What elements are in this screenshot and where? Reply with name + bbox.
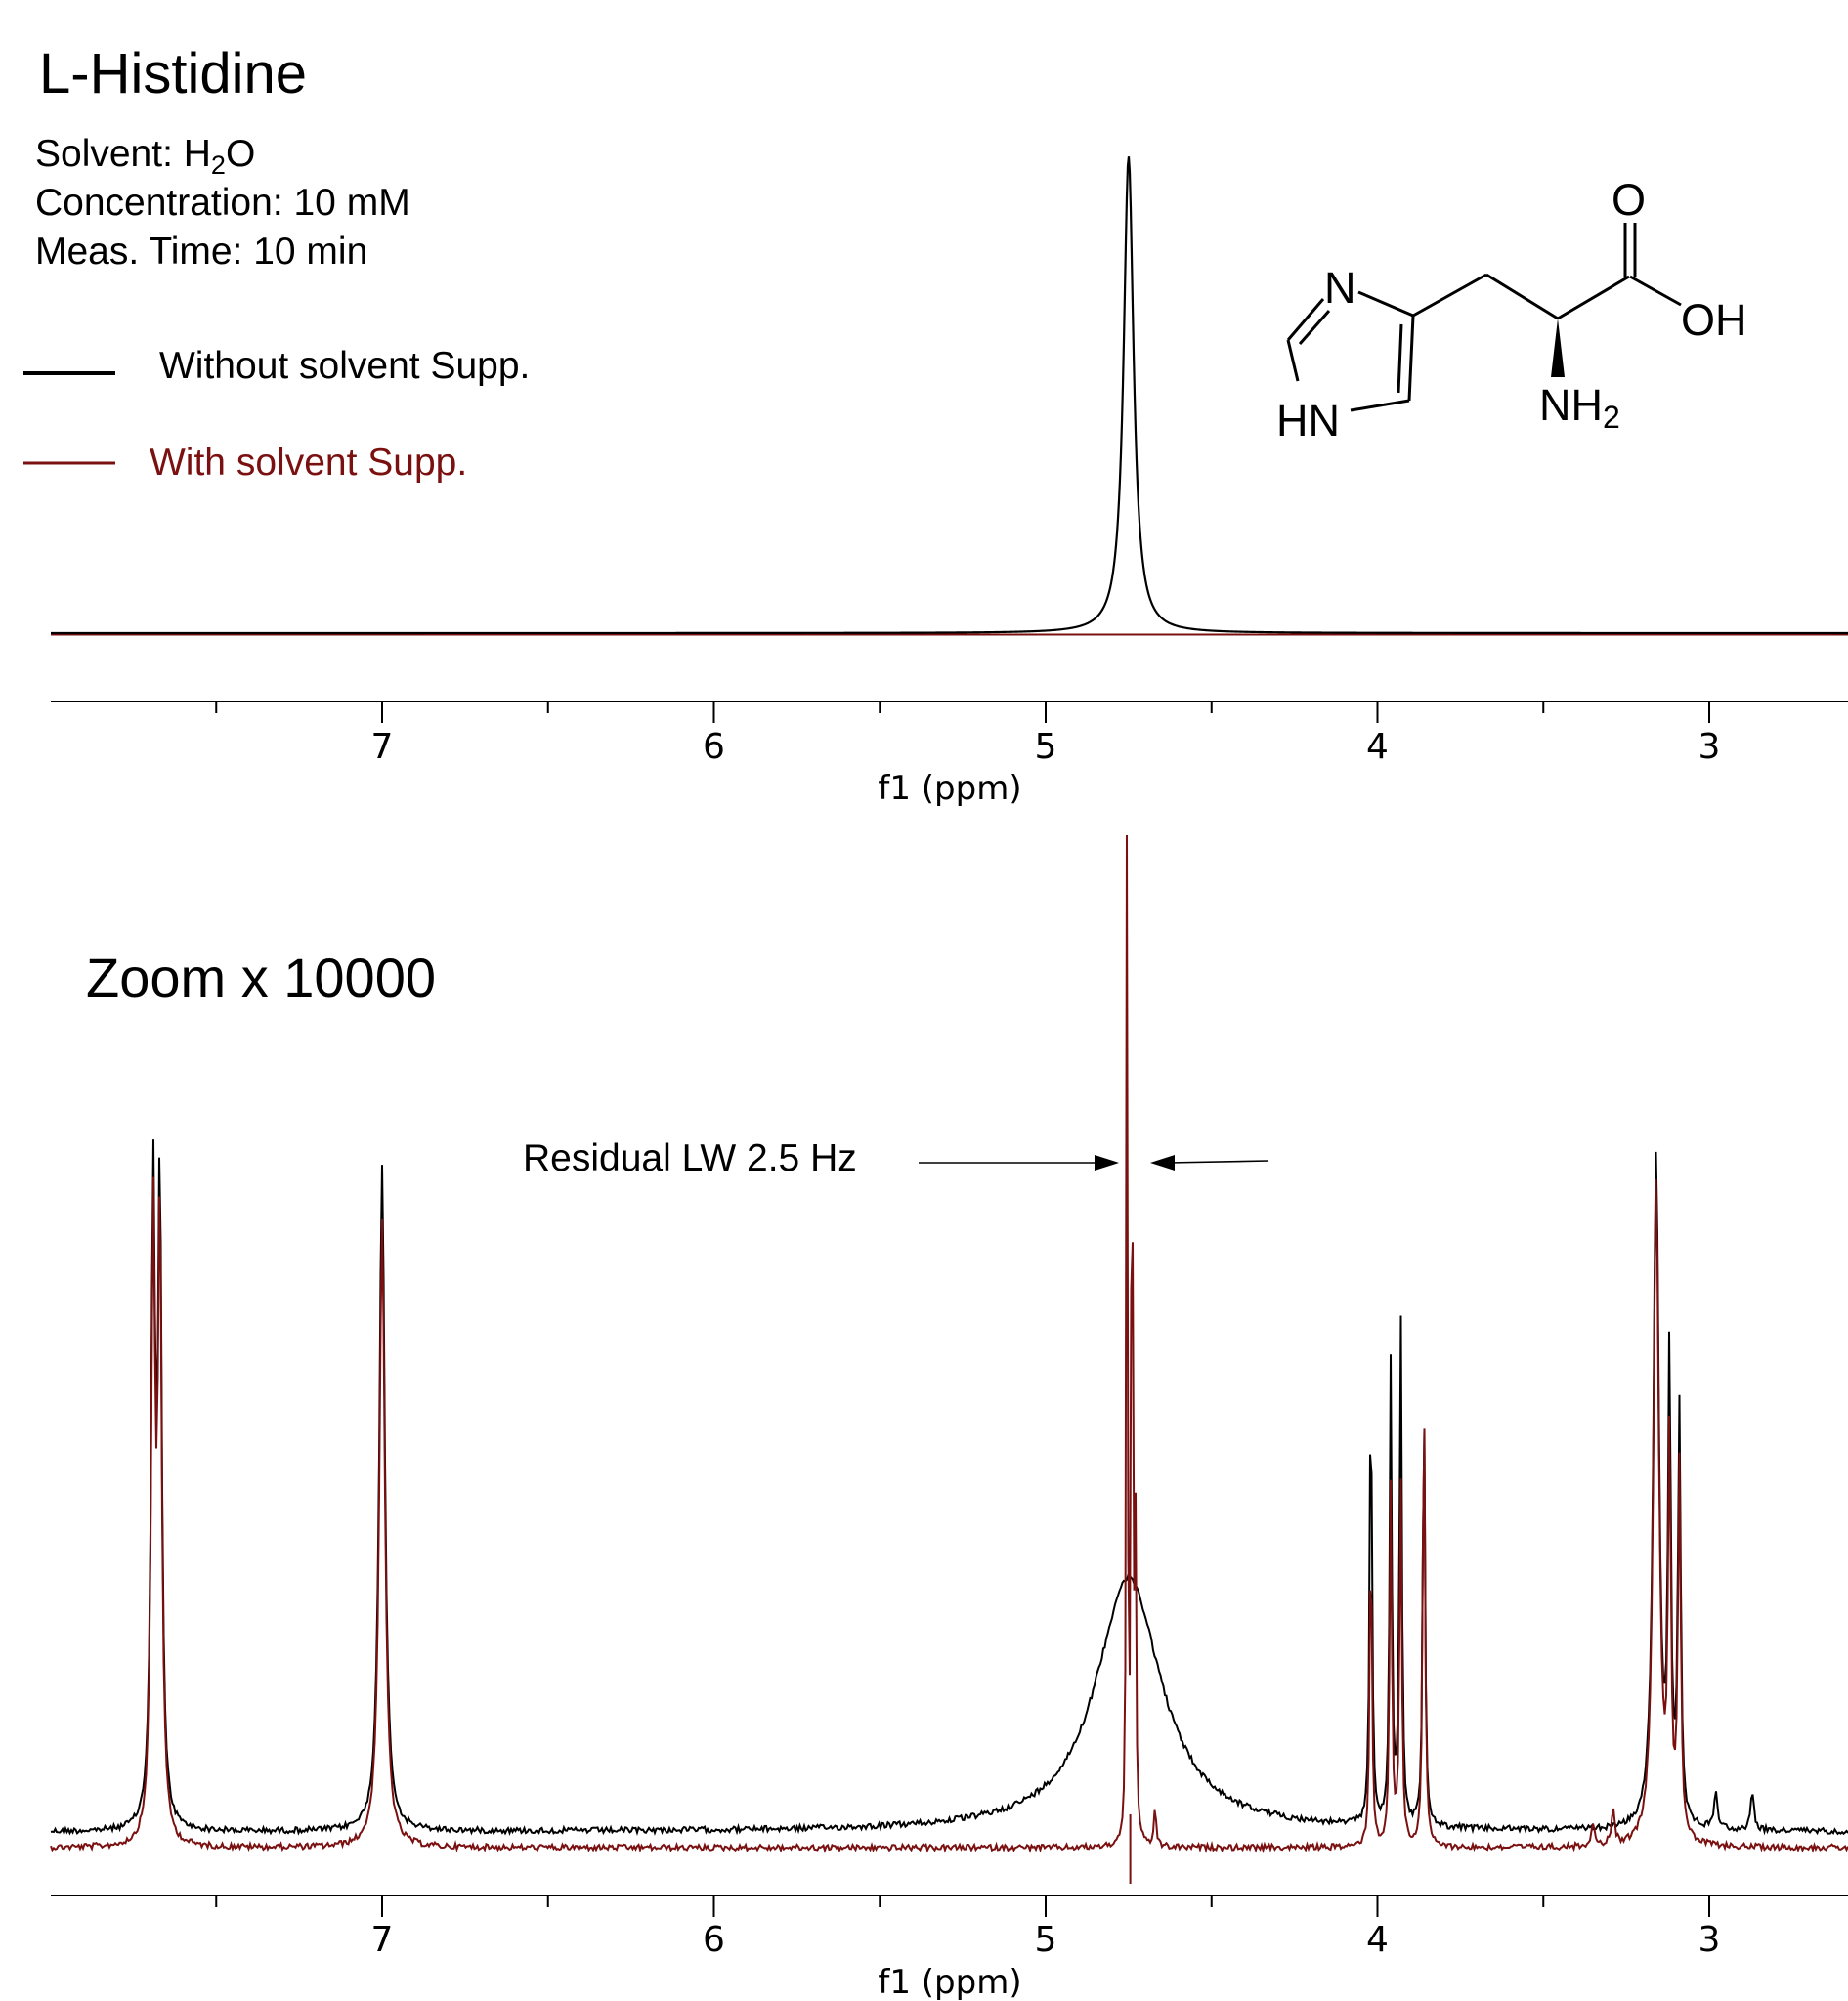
top-x-axis-label: f1 (ppm) bbox=[878, 769, 1021, 808]
arrow-right-head bbox=[1150, 1155, 1175, 1171]
atom-n: N bbox=[1324, 263, 1356, 313]
zoom-x-tick-label: 6 bbox=[703, 1920, 725, 1960]
top-x-tick-label: 7 bbox=[371, 727, 394, 767]
zoom-x-ticks: 7 6 5 4 3 bbox=[215, 1895, 1721, 1960]
top-x-tick-label: 5 bbox=[1035, 727, 1057, 767]
arrow-right-line bbox=[1167, 1160, 1269, 1164]
top-trace-without bbox=[50, 156, 1848, 635]
top-x-tick-label: 6 bbox=[703, 727, 725, 767]
zoom-trace-without bbox=[50, 1139, 1848, 1837]
arrow-left-head bbox=[1095, 1155, 1119, 1171]
zoom-x-tick-label: 4 bbox=[1366, 1920, 1389, 1960]
solvent-label: Solvent: H2O bbox=[35, 133, 255, 180]
top-x-tick-label: 3 bbox=[1698, 727, 1721, 767]
atom-hn: HN bbox=[1276, 396, 1340, 446]
meas-time-label: Meas. Time: 10 min bbox=[35, 231, 367, 273]
zoom-x-tick-label: 7 bbox=[371, 1920, 394, 1960]
legend-label-with: With solvent Supp. bbox=[150, 442, 467, 484]
histidine-structure bbox=[1286, 223, 1682, 412]
zoom-x-tick-label: 3 bbox=[1698, 1920, 1721, 1960]
zoom-label: Zoom x 10000 bbox=[86, 947, 436, 1008]
zoom-x-tick-label: 5 bbox=[1035, 1920, 1057, 1960]
zoom-x-axis-label: f1 (ppm) bbox=[878, 1963, 1021, 2001]
residual-lw-annotation: Residual LW 2.5 Hz bbox=[523, 1137, 857, 1179]
atom-o: O bbox=[1612, 175, 1646, 225]
top-panel: 7 6 5 4 3 f1 (ppm) bbox=[50, 156, 1848, 808]
legend-label-without: Without solvent Supp. bbox=[159, 345, 530, 387]
wedge-bond bbox=[1551, 319, 1565, 377]
concentration-label: Concentration: 10 mM bbox=[35, 182, 410, 224]
figure-title: L-Histidine bbox=[39, 42, 307, 106]
zoom-panel: Zoom x 10000 Residual LW 2.5 Hz 7 6 5 4 3 f1… bbox=[50, 834, 1848, 2001]
top-x-tick-label: 4 bbox=[1366, 727, 1389, 767]
atom-oh: OH bbox=[1681, 295, 1747, 345]
top-x-ticks: 7 6 5 4 3 bbox=[215, 702, 1721, 767]
atom-nh2: NH2 bbox=[1539, 380, 1620, 435]
zoom-trace-with bbox=[50, 834, 1848, 1884]
legend: Without solvent Supp. With solvent Supp. bbox=[23, 345, 530, 484]
